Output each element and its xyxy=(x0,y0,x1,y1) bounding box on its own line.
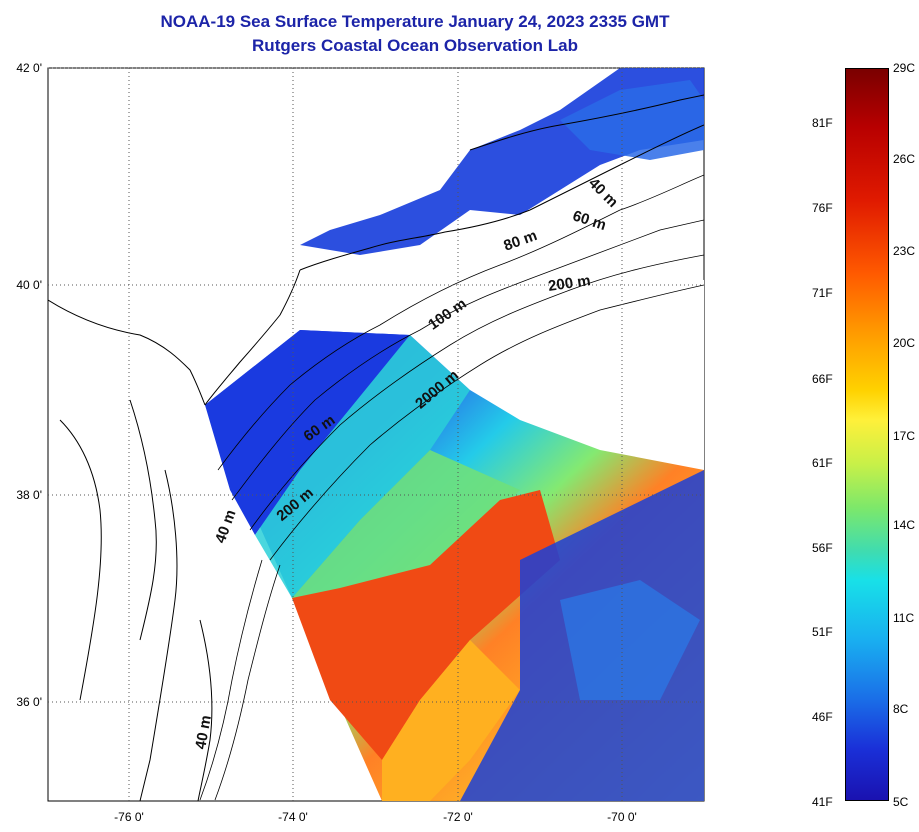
longitude-label: -72 0' xyxy=(443,810,473,824)
colorbar-celsius-label: 17C xyxy=(893,429,916,443)
latitude-label: 42 0' xyxy=(16,61,42,75)
temperature-colorbar xyxy=(845,68,889,801)
latitude-label: 38 0' xyxy=(16,488,42,502)
longitude-label: -76 0' xyxy=(114,810,144,824)
depth-contour-label: 40 m xyxy=(192,714,215,751)
depth-contour-label: 200 m xyxy=(547,272,591,295)
colorbar-celsius-label: 29C xyxy=(893,61,916,75)
colorbar-celsius-label: 5C xyxy=(893,795,909,809)
colorbar-celsius-label: 14C xyxy=(893,518,916,532)
colorbar-fahrenheit-label: 41F xyxy=(812,795,833,809)
cloud-cover xyxy=(410,270,704,470)
colorbar-celsius-label: 11C xyxy=(893,611,915,625)
colorbar-fahrenheit-label: 61F xyxy=(812,456,833,470)
colorbar-celsius-label: 8C xyxy=(893,702,909,716)
colorbar-fahrenheit-label: 71F xyxy=(812,286,833,300)
graticule xyxy=(48,67,704,801)
latitude-labels: 42 0' 40 0' 38 0' 36 0' xyxy=(16,61,42,709)
latitude-label: 36 0' xyxy=(16,695,42,709)
colorbar-celsius-label: 23C xyxy=(893,244,916,258)
map-subtitle: Rutgers Coastal Ocean Observation Lab xyxy=(252,36,578,55)
sst-swath xyxy=(205,68,704,801)
longitude-label: -70 0' xyxy=(607,810,637,824)
colorbar-fahrenheit-label: 66F xyxy=(812,372,833,386)
colorbar-fahrenheit-label: 56F xyxy=(812,541,833,555)
colorbar-fahrenheit-label: 81F xyxy=(812,116,833,130)
gulf-stream xyxy=(292,490,560,760)
colorbar-fahrenheit-label: 76F xyxy=(812,201,833,215)
bathymetry-contours xyxy=(199,174,704,801)
coastline xyxy=(48,94,704,801)
longitude-label: -74 0' xyxy=(278,810,308,824)
colorbar-fahrenheit-label: 51F xyxy=(812,625,833,639)
longitude-labels: -76 0' -74 0' -72 0' -70 0' xyxy=(114,810,637,824)
latitude-label: 40 0' xyxy=(16,278,42,292)
map-title: NOAA-19 Sea Surface Temperature January … xyxy=(160,12,670,31)
colorbar-celsius-label: 20C xyxy=(893,336,916,350)
colorbar-fahrenheit-label: 46F xyxy=(812,710,833,724)
colorbar-celsius-label: 26C xyxy=(893,152,916,166)
